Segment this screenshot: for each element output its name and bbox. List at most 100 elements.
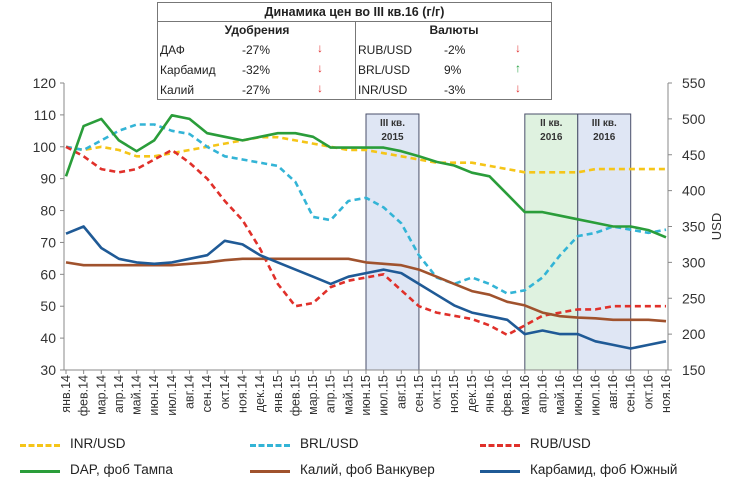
x-tick-label: авг.15 (394, 375, 408, 409)
arrow-up-icon: ↑ (515, 61, 521, 75)
legend-swatch (250, 444, 290, 447)
x-tick-label: мар.14 (94, 375, 108, 415)
x-tick-label: май.15 (341, 375, 355, 415)
y-left-tick-label: 90 (40, 171, 56, 187)
x-tick-label: сен.16 (624, 375, 638, 413)
x-tick-label: дек.15 (465, 375, 479, 412)
table-divider (355, 21, 356, 100)
series-line-2 (65, 145, 666, 337)
highlight-band (365, 113, 420, 371)
highlight-band (577, 113, 632, 371)
fert-change-potash: -27% (242, 83, 271, 97)
fert-name-dap: ДАФ (160, 43, 185, 57)
y-right-tick-label: 200 (682, 326, 706, 342)
x-tick-label: окт.14 (218, 375, 232, 409)
highlight-label: III кв. (592, 118, 617, 129)
legend-label: INR/USD (70, 436, 126, 451)
x-tick-label: фев.14 (77, 375, 91, 416)
arrow-down-icon: ↓ (515, 81, 521, 95)
arrow-down-icon: ↓ (317, 41, 323, 55)
legend-label: BRL/USD (300, 436, 359, 451)
x-tick-label: май.16 (553, 375, 567, 415)
legend-swatch (20, 444, 60, 447)
legend-label: Калий, фоб Ванкувер (300, 462, 435, 477)
x-tick-label: июн.16 (571, 375, 585, 416)
y-left-tick-label: 120 (33, 75, 57, 91)
y-right-tick-label: 550 (682, 75, 706, 91)
y-right-tick-label: 250 (682, 290, 706, 306)
y-right-tick-label: 400 (682, 183, 706, 199)
x-tick-label: мар.15 (306, 375, 320, 415)
fertilizers-header: Удобрения (224, 23, 290, 37)
chart-axes (60, 82, 672, 374)
y-left-tick-label: 30 (40, 362, 56, 378)
fert-change-urea: -32% (242, 63, 271, 77)
series-lines (64, 114, 667, 350)
tick-labels: 30 40 50 60 70 80 90 100 110 120 150 200 250 300 350 40… (33, 75, 724, 416)
fert-name-urea: Карбамид (160, 63, 216, 77)
x-tick-label: апр.15 (324, 375, 338, 413)
x-tick-label: июн.15 (359, 375, 373, 416)
x-tick-label: окт.15 (430, 375, 444, 409)
x-tick-label: фев.16 (500, 375, 514, 416)
summary-title: Динамика цен во III кв.16 (г/г) (158, 3, 551, 22)
y-left-tick-label: 40 (40, 330, 56, 346)
legend-swatch (480, 444, 520, 447)
x-tick-label: июн.14 (147, 375, 161, 416)
x-tick-label: мар.16 (518, 375, 532, 415)
x-tick-label: сен.15 (412, 375, 426, 413)
fx-change-rub: -2% (444, 43, 466, 57)
summary-table: Динамика цен во III кв.16 (г/г) Удобрени… (157, 2, 552, 100)
fx-name-inr: INR/USD (358, 83, 408, 97)
x-tick-label: янв.14 (59, 375, 73, 413)
x-tick-label: май.14 (130, 375, 144, 415)
y-right-tick-label: 150 (682, 362, 706, 378)
y-right-axis-label: USD (709, 213, 724, 240)
x-tick-label: апр.16 (535, 375, 549, 413)
x-tick-label: дек.14 (253, 375, 267, 412)
x-tick-label: ноя.16 (659, 375, 673, 413)
x-tick-label: ноя.15 (447, 375, 461, 413)
highlight-label: 2016 (540, 132, 563, 143)
legend-label: DAP, фоб Тампа (70, 462, 173, 477)
x-tick-label: фев.15 (288, 375, 302, 416)
fert-name-potash: Калий (160, 83, 195, 97)
currencies-header: Валюты (429, 23, 479, 37)
x-tick-label: июл.15 (377, 375, 391, 416)
highlight-label: II кв. (540, 118, 562, 129)
series-line-5 (65, 225, 667, 350)
highlight-label: 2015 (381, 132, 404, 143)
legend-swatch (480, 470, 520, 473)
highlight-label: 2016 (593, 132, 616, 143)
arrow-down-icon: ↓ (317, 61, 323, 75)
fert-change-dap: -27% (242, 43, 271, 57)
y-left-tick-label: 80 (40, 203, 56, 219)
legend-swatch (250, 470, 290, 473)
y-left-tick-label: 60 (40, 266, 56, 282)
fx-name-brl: BRL/USD (358, 63, 411, 77)
y-right-tick-label: 300 (682, 254, 706, 270)
y-right-tick-label: 450 (682, 147, 706, 163)
arrow-down-icon: ↓ (515, 41, 521, 55)
y-left-tick-label: 110 (34, 107, 57, 123)
x-tick-label: авг.16 (606, 375, 620, 409)
y-right-tick-label: 350 (682, 219, 706, 235)
x-tick-label: янв.15 (271, 375, 285, 413)
legend-swatch (20, 470, 60, 473)
highlight-label: III кв. (380, 118, 405, 129)
legend-label: Карбамид, фоб Южный (530, 462, 678, 477)
x-tick-label: окт.16 (641, 375, 655, 409)
highlight-band (524, 113, 579, 371)
y-left-tick-label: 100 (33, 139, 57, 155)
legend-label: RUB/USD (530, 436, 591, 451)
y-left-tick-label: 70 (40, 234, 56, 250)
y-left-tick-label: 50 (40, 298, 56, 314)
x-tick-label: июл.16 (588, 375, 602, 416)
fx-change-inr: -3% (444, 83, 466, 97)
x-tick-label: ноя.14 (235, 375, 249, 413)
fx-name-rub: RUB/USD (358, 43, 413, 57)
x-tick-label: янв.16 (483, 375, 497, 413)
y-right-tick-label: 500 (682, 111, 706, 127)
series-line-1 (65, 123, 667, 295)
series-line-4 (65, 257, 667, 323)
